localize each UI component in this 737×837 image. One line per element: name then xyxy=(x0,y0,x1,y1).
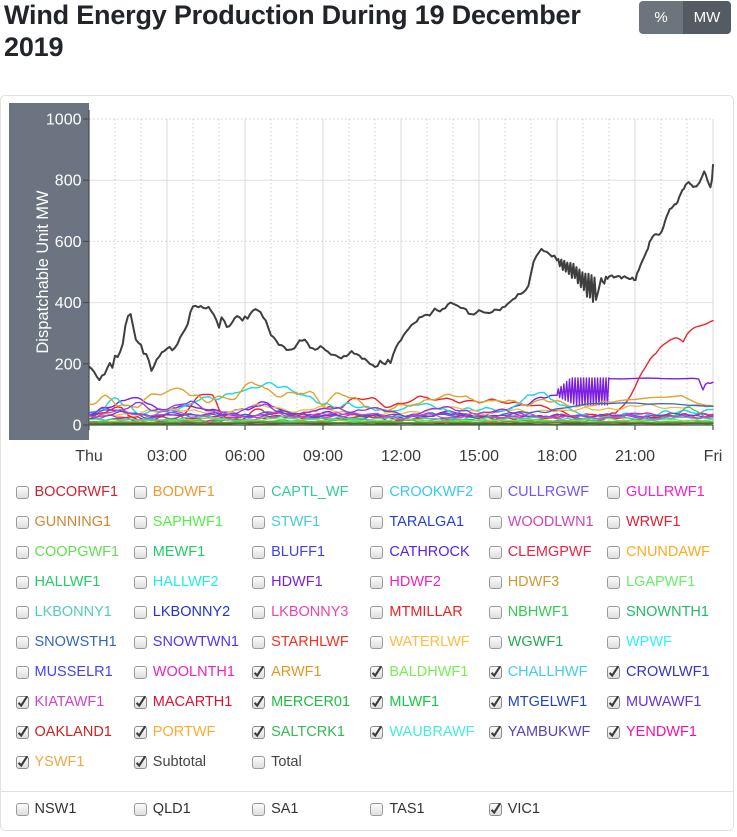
svg-text:Fri: Fri xyxy=(704,448,723,465)
svg-text:09:00: 09:00 xyxy=(303,448,343,465)
svg-text:0: 0 xyxy=(73,418,82,435)
svg-text:400: 400 xyxy=(55,295,82,312)
svg-text:15:00: 15:00 xyxy=(459,448,499,465)
svg-text:Dispatchable Unit MW: Dispatchable Unit MW xyxy=(34,190,52,354)
svg-text:800: 800 xyxy=(55,173,82,190)
svg-text:Thu: Thu xyxy=(75,448,103,465)
svg-text:600: 600 xyxy=(55,234,82,251)
svg-text:12:00: 12:00 xyxy=(381,448,421,465)
svg-text:21:00: 21:00 xyxy=(615,448,655,465)
svg-text:06:00: 06:00 xyxy=(225,448,265,465)
svg-text:1000: 1000 xyxy=(46,112,82,129)
svg-text:200: 200 xyxy=(55,356,82,373)
svg-text:03:00: 03:00 xyxy=(147,448,187,465)
svg-text:18:00: 18:00 xyxy=(537,448,577,465)
